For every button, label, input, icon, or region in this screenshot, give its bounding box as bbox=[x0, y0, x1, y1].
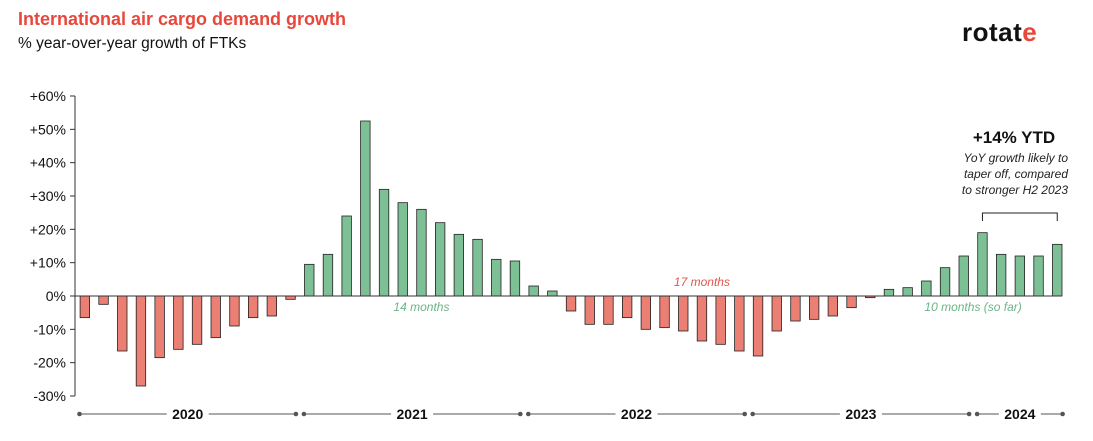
bar bbox=[771, 295, 782, 332]
span-label-10-months: 10 months (so far) bbox=[924, 300, 1021, 314]
year-dot bbox=[518, 411, 523, 417]
bar bbox=[154, 295, 165, 359]
bar bbox=[210, 295, 221, 339]
year-dot bbox=[750, 411, 755, 417]
span-label-17-months: 17 months bbox=[674, 275, 730, 289]
bar bbox=[809, 295, 820, 320]
bar bbox=[528, 285, 539, 297]
year-dot bbox=[1060, 411, 1065, 417]
y-tick-label: +50% bbox=[30, 121, 66, 137]
bar bbox=[622, 295, 633, 319]
bar bbox=[902, 287, 913, 297]
bar bbox=[939, 267, 951, 297]
bar bbox=[547, 290, 558, 297]
bar bbox=[79, 295, 90, 319]
logo-text: rotat bbox=[962, 17, 1023, 47]
year-dot bbox=[974, 411, 980, 417]
ytd-note-line: taper off, compared bbox=[964, 167, 1068, 181]
year-dot bbox=[301, 411, 307, 417]
chart-subtitle: % year-over-year growth of FTKs bbox=[18, 35, 247, 52]
bar bbox=[678, 295, 689, 332]
year-dot bbox=[293, 411, 299, 417]
y-tick-label: -30% bbox=[33, 388, 66, 404]
bar bbox=[173, 295, 184, 350]
bar bbox=[883, 288, 895, 297]
bar bbox=[117, 295, 128, 352]
bar bbox=[752, 295, 764, 357]
chart-title: International air cargo demand growth bbox=[18, 9, 347, 29]
bar bbox=[491, 258, 502, 297]
bar bbox=[715, 295, 726, 345]
bar bbox=[247, 295, 259, 319]
brand-logo: rotate bbox=[962, 17, 1037, 48]
bar bbox=[584, 295, 595, 325]
year-label: 2024 bbox=[1004, 406, 1035, 422]
bar bbox=[322, 253, 334, 297]
bar bbox=[921, 280, 932, 297]
bar bbox=[341, 215, 352, 297]
bar bbox=[1014, 255, 1025, 297]
y-tick-label: -20% bbox=[33, 355, 66, 371]
bar bbox=[1033, 255, 1044, 297]
year-label: 2022 bbox=[621, 406, 652, 422]
bar bbox=[827, 295, 838, 317]
y-tick-label: +20% bbox=[30, 221, 66, 237]
y-tick-label: 0% bbox=[46, 288, 66, 304]
bar bbox=[191, 295, 203, 345]
ytd-bracket bbox=[981, 212, 1058, 221]
year-dot bbox=[77, 411, 82, 417]
bar bbox=[135, 295, 147, 387]
y-tick-label: -10% bbox=[33, 321, 66, 337]
span-label-14-months: 14 months bbox=[393, 300, 449, 314]
bar bbox=[1052, 243, 1063, 297]
bar bbox=[434, 222, 446, 297]
bar bbox=[640, 295, 651, 330]
bar bbox=[453, 233, 465, 297]
year-dot bbox=[742, 411, 747, 417]
bar bbox=[846, 295, 857, 309]
year-dot bbox=[966, 411, 972, 417]
bar bbox=[977, 232, 988, 297]
bar bbox=[360, 120, 371, 297]
year-label: 2020 bbox=[172, 406, 203, 422]
bar bbox=[603, 295, 614, 325]
bar bbox=[509, 260, 521, 297]
bar bbox=[304, 263, 315, 297]
y-tick-label: +40% bbox=[30, 155, 66, 171]
bar bbox=[734, 295, 745, 352]
bar bbox=[565, 295, 577, 312]
bar bbox=[98, 295, 109, 305]
year-label: 2023 bbox=[845, 406, 876, 422]
bar bbox=[996, 253, 1007, 297]
year-dot bbox=[526, 411, 531, 417]
bar bbox=[266, 295, 278, 317]
year-label: 2021 bbox=[397, 406, 428, 422]
y-tick-label: +30% bbox=[30, 188, 66, 204]
bar bbox=[416, 208, 427, 297]
bar bbox=[397, 202, 408, 297]
ytd-note-line: to stronger H2 2023 bbox=[962, 183, 1068, 197]
y-tick-label: +10% bbox=[30, 255, 66, 271]
bar bbox=[790, 295, 801, 322]
logo-accent-letter: e bbox=[1022, 17, 1038, 47]
ytd-note-line: YoY growth likely to bbox=[963, 151, 1068, 165]
bar bbox=[958, 255, 969, 297]
ytd-headline: +14% YTD bbox=[973, 128, 1055, 147]
y-tick-label: +60% bbox=[30, 88, 66, 104]
bar bbox=[378, 188, 390, 297]
bar bbox=[472, 238, 483, 297]
bar bbox=[696, 295, 708, 342]
bar bbox=[229, 295, 240, 327]
bar bbox=[659, 295, 670, 329]
